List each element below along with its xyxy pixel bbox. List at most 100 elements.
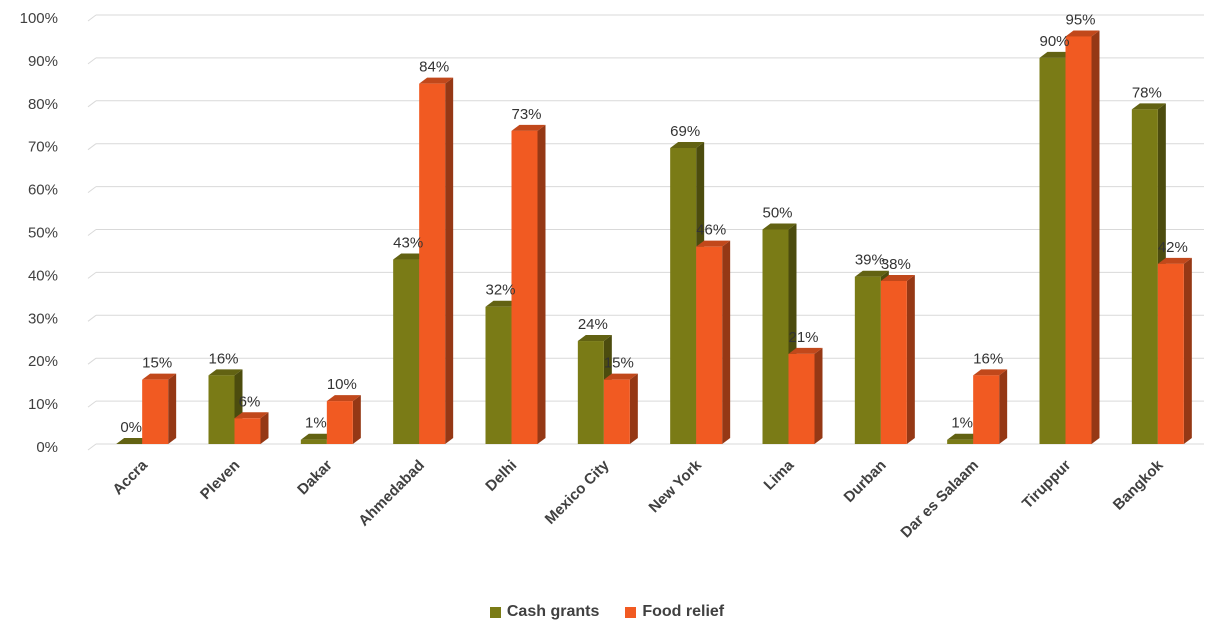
bar-top	[1131, 103, 1166, 110]
bar-front	[1157, 263, 1184, 444]
gridline-diag	[87, 400, 97, 408]
y-tick-label: 60%	[28, 182, 58, 199]
bar-front	[511, 130, 538, 444]
bar-side	[1183, 257, 1192, 444]
bar-top	[511, 124, 546, 131]
x-tick-label: Lima	[761, 456, 798, 493]
bar-side	[999, 369, 1008, 444]
x-tick-label: Mexico City	[542, 456, 613, 527]
bar-top	[234, 412, 269, 419]
bar-top	[393, 253, 428, 260]
bar-food-relief	[419, 77, 454, 444]
data-labels: 0% 15% 16% 6% 1% 10% 43% 84% 32% 73% 24% 15% 69% 46% 5…	[120, 11, 1188, 436]
gridline-diag	[87, 143, 97, 151]
data-label: 42%	[1158, 239, 1188, 256]
data-label: 32%	[485, 282, 515, 299]
bar-top	[116, 438, 151, 444]
bar-front	[854, 276, 881, 444]
bar-front	[670, 147, 697, 445]
bar-food-relief	[234, 412, 269, 444]
bar-front	[300, 439, 327, 444]
gridline-diag	[87, 14, 97, 22]
bar-front	[577, 341, 604, 444]
chart-plot: 0% 10% 20% 30% 40% 50% 60% 70% 80% 90% 100% 0% 15% 1…	[20, 10, 1204, 541]
data-label: 0%	[120, 419, 142, 436]
bar-cash-grants	[116, 438, 151, 444]
x-tick-label: Tiruppur	[1019, 457, 1075, 513]
x-axis: Accra Pleven Dakar Ahmedabad Delhi Mexico Cit…	[109, 456, 1167, 541]
x-tick-label: Accra	[109, 456, 151, 498]
data-label: 1%	[305, 415, 327, 432]
x-tick-label: Bangkok	[1110, 456, 1167, 513]
bar-top	[670, 141, 705, 148]
bar-front	[208, 375, 235, 444]
legend-label-cash-grants: Cash grants	[506, 603, 600, 620]
data-label: 16%	[973, 350, 1003, 367]
bar-side	[168, 373, 177, 444]
bar-top	[880, 274, 915, 281]
data-label: 69%	[670, 123, 700, 140]
y-tick-label: 50%	[28, 225, 58, 242]
bar-top	[142, 373, 177, 380]
gridline-diag	[87, 100, 97, 108]
bar-front	[762, 229, 789, 444]
bar-side	[260, 412, 269, 444]
legend-item-food-relief: Food relief	[625, 603, 724, 621]
x-tick-label: Pleven	[197, 457, 243, 503]
gridline-diag	[87, 314, 97, 322]
bar-front	[234, 418, 261, 444]
bar-top	[300, 433, 335, 440]
bar-front	[973, 375, 1000, 444]
bar-front	[419, 83, 446, 444]
x-tick-label: Durban	[841, 457, 890, 506]
y-tick-label: 100%	[20, 10, 58, 27]
bar-food-relief	[1065, 30, 1100, 444]
bar-food-relief	[880, 274, 915, 444]
bar-front	[1039, 57, 1066, 445]
bar-top	[603, 373, 638, 380]
bar-front	[393, 259, 420, 444]
bar-side	[537, 124, 546, 444]
data-label: 95%	[1065, 11, 1095, 28]
bar-front	[326, 401, 353, 444]
bar-food-relief	[142, 373, 177, 444]
bars	[116, 30, 1192, 445]
y-tick-label: 20%	[28, 353, 58, 370]
y-tick-label: 70%	[28, 139, 58, 156]
gridline-diag	[87, 186, 97, 194]
bar-side	[445, 77, 454, 444]
bar-top	[1065, 30, 1100, 37]
bar-top	[1039, 51, 1074, 58]
x-tick-label: Dar es Salaam	[897, 457, 982, 542]
x-tick-label: New York	[646, 456, 706, 516]
bar-top	[696, 240, 731, 247]
x-tick-label: Dakar	[294, 457, 336, 499]
data-label: 43%	[393, 235, 423, 252]
legend-label-food-relief: Food relief	[642, 603, 725, 620]
data-label: 16%	[208, 350, 238, 367]
data-label: 15%	[604, 355, 634, 372]
bar-food-relief	[1157, 257, 1192, 444]
bar-top	[947, 433, 982, 440]
x-tick-label: Ahmedabad	[355, 457, 428, 530]
y-tick-label: 40%	[28, 267, 58, 284]
bar-front	[142, 379, 169, 444]
data-label: 10%	[327, 376, 357, 393]
y-tick-label: 90%	[28, 53, 58, 70]
gridline-diag	[87, 229, 97, 236]
data-label: 84%	[419, 59, 449, 76]
bar-top	[419, 77, 454, 84]
bar-food-relief	[511, 124, 546, 444]
bar-food-relief	[603, 373, 638, 444]
data-label: 39%	[855, 252, 885, 269]
bar-top	[973, 369, 1008, 376]
data-label: 21%	[788, 329, 818, 346]
y-tick-label: 0%	[36, 439, 58, 456]
bar-top	[762, 223, 797, 230]
bar-top	[577, 335, 612, 342]
bar-front	[788, 353, 815, 444]
bar-front	[1131, 109, 1158, 444]
bar-side	[906, 274, 915, 444]
bar-front	[1065, 36, 1092, 444]
